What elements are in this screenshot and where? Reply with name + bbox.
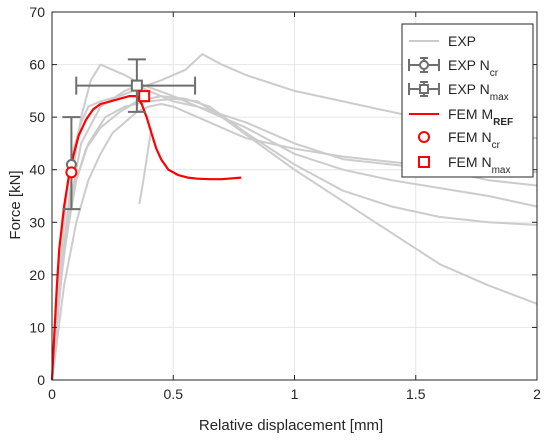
x-axis-label: Relative displacement [mm] [199, 417, 383, 434]
legend-label: EXP Ncr [448, 57, 499, 79]
legend-item-fem: FEM MREF [409, 106, 513, 128]
legend-label: FEM Ncr [448, 129, 501, 151]
y-tick-label: 20 [29, 267, 45, 283]
legend-item-exp: EXP [409, 33, 476, 49]
legend-label: EXP [448, 33, 476, 49]
legend-item-exp_ncr: EXP Ncr [408, 57, 499, 79]
y-tick-label: 10 [29, 319, 45, 335]
fem-curve [50, 94, 242, 381]
exp-series-line [51, 53, 538, 381]
exp-series-line [51, 103, 538, 381]
x-tick-label: 0 [48, 386, 56, 402]
exp-series-line [138, 127, 153, 205]
fem-ncr-marker [65, 166, 78, 179]
fem-nmax-marker [138, 90, 151, 103]
y-tick-label: 0 [37, 372, 45, 388]
legend-square-marker [418, 156, 430, 168]
y-tick-label: 30 [29, 214, 45, 230]
exp-nmax-marker [130, 79, 143, 92]
y-axis-label: Force [kN] [7, 170, 24, 239]
legend-label: EXP Nmax [448, 81, 509, 103]
exp-series-line [51, 97, 538, 381]
y-tick-label: 50 [29, 109, 45, 125]
legend-item-fem_nmax: FEM Nmax [418, 154, 510, 176]
y-tick-label: 60 [29, 57, 45, 73]
x-tick-label: 2 [533, 386, 541, 402]
axes [51, 11, 538, 381]
y-tick-label: 70 [29, 4, 45, 20]
fem-series-line [50, 94, 242, 381]
x-tick-label: 0.5 [164, 386, 184, 402]
legend-item-fem_ncr: FEM Ncr [418, 129, 501, 151]
x-tick-label: 1.5 [406, 386, 426, 402]
legend-square-marker [419, 84, 429, 94]
markers [62, 58, 197, 211]
legend-box [401, 23, 534, 178]
legend-circle-marker [419, 60, 429, 70]
x-tick-label: 1 [291, 386, 299, 402]
legend-label: FEM Nmax [448, 154, 510, 176]
legend-label: FEM MREF [448, 106, 513, 128]
y-tick-label: 40 [29, 162, 45, 178]
legend-circle-marker [418, 131, 430, 143]
legend-item-exp_nmax: EXP Nmax [408, 81, 509, 103]
